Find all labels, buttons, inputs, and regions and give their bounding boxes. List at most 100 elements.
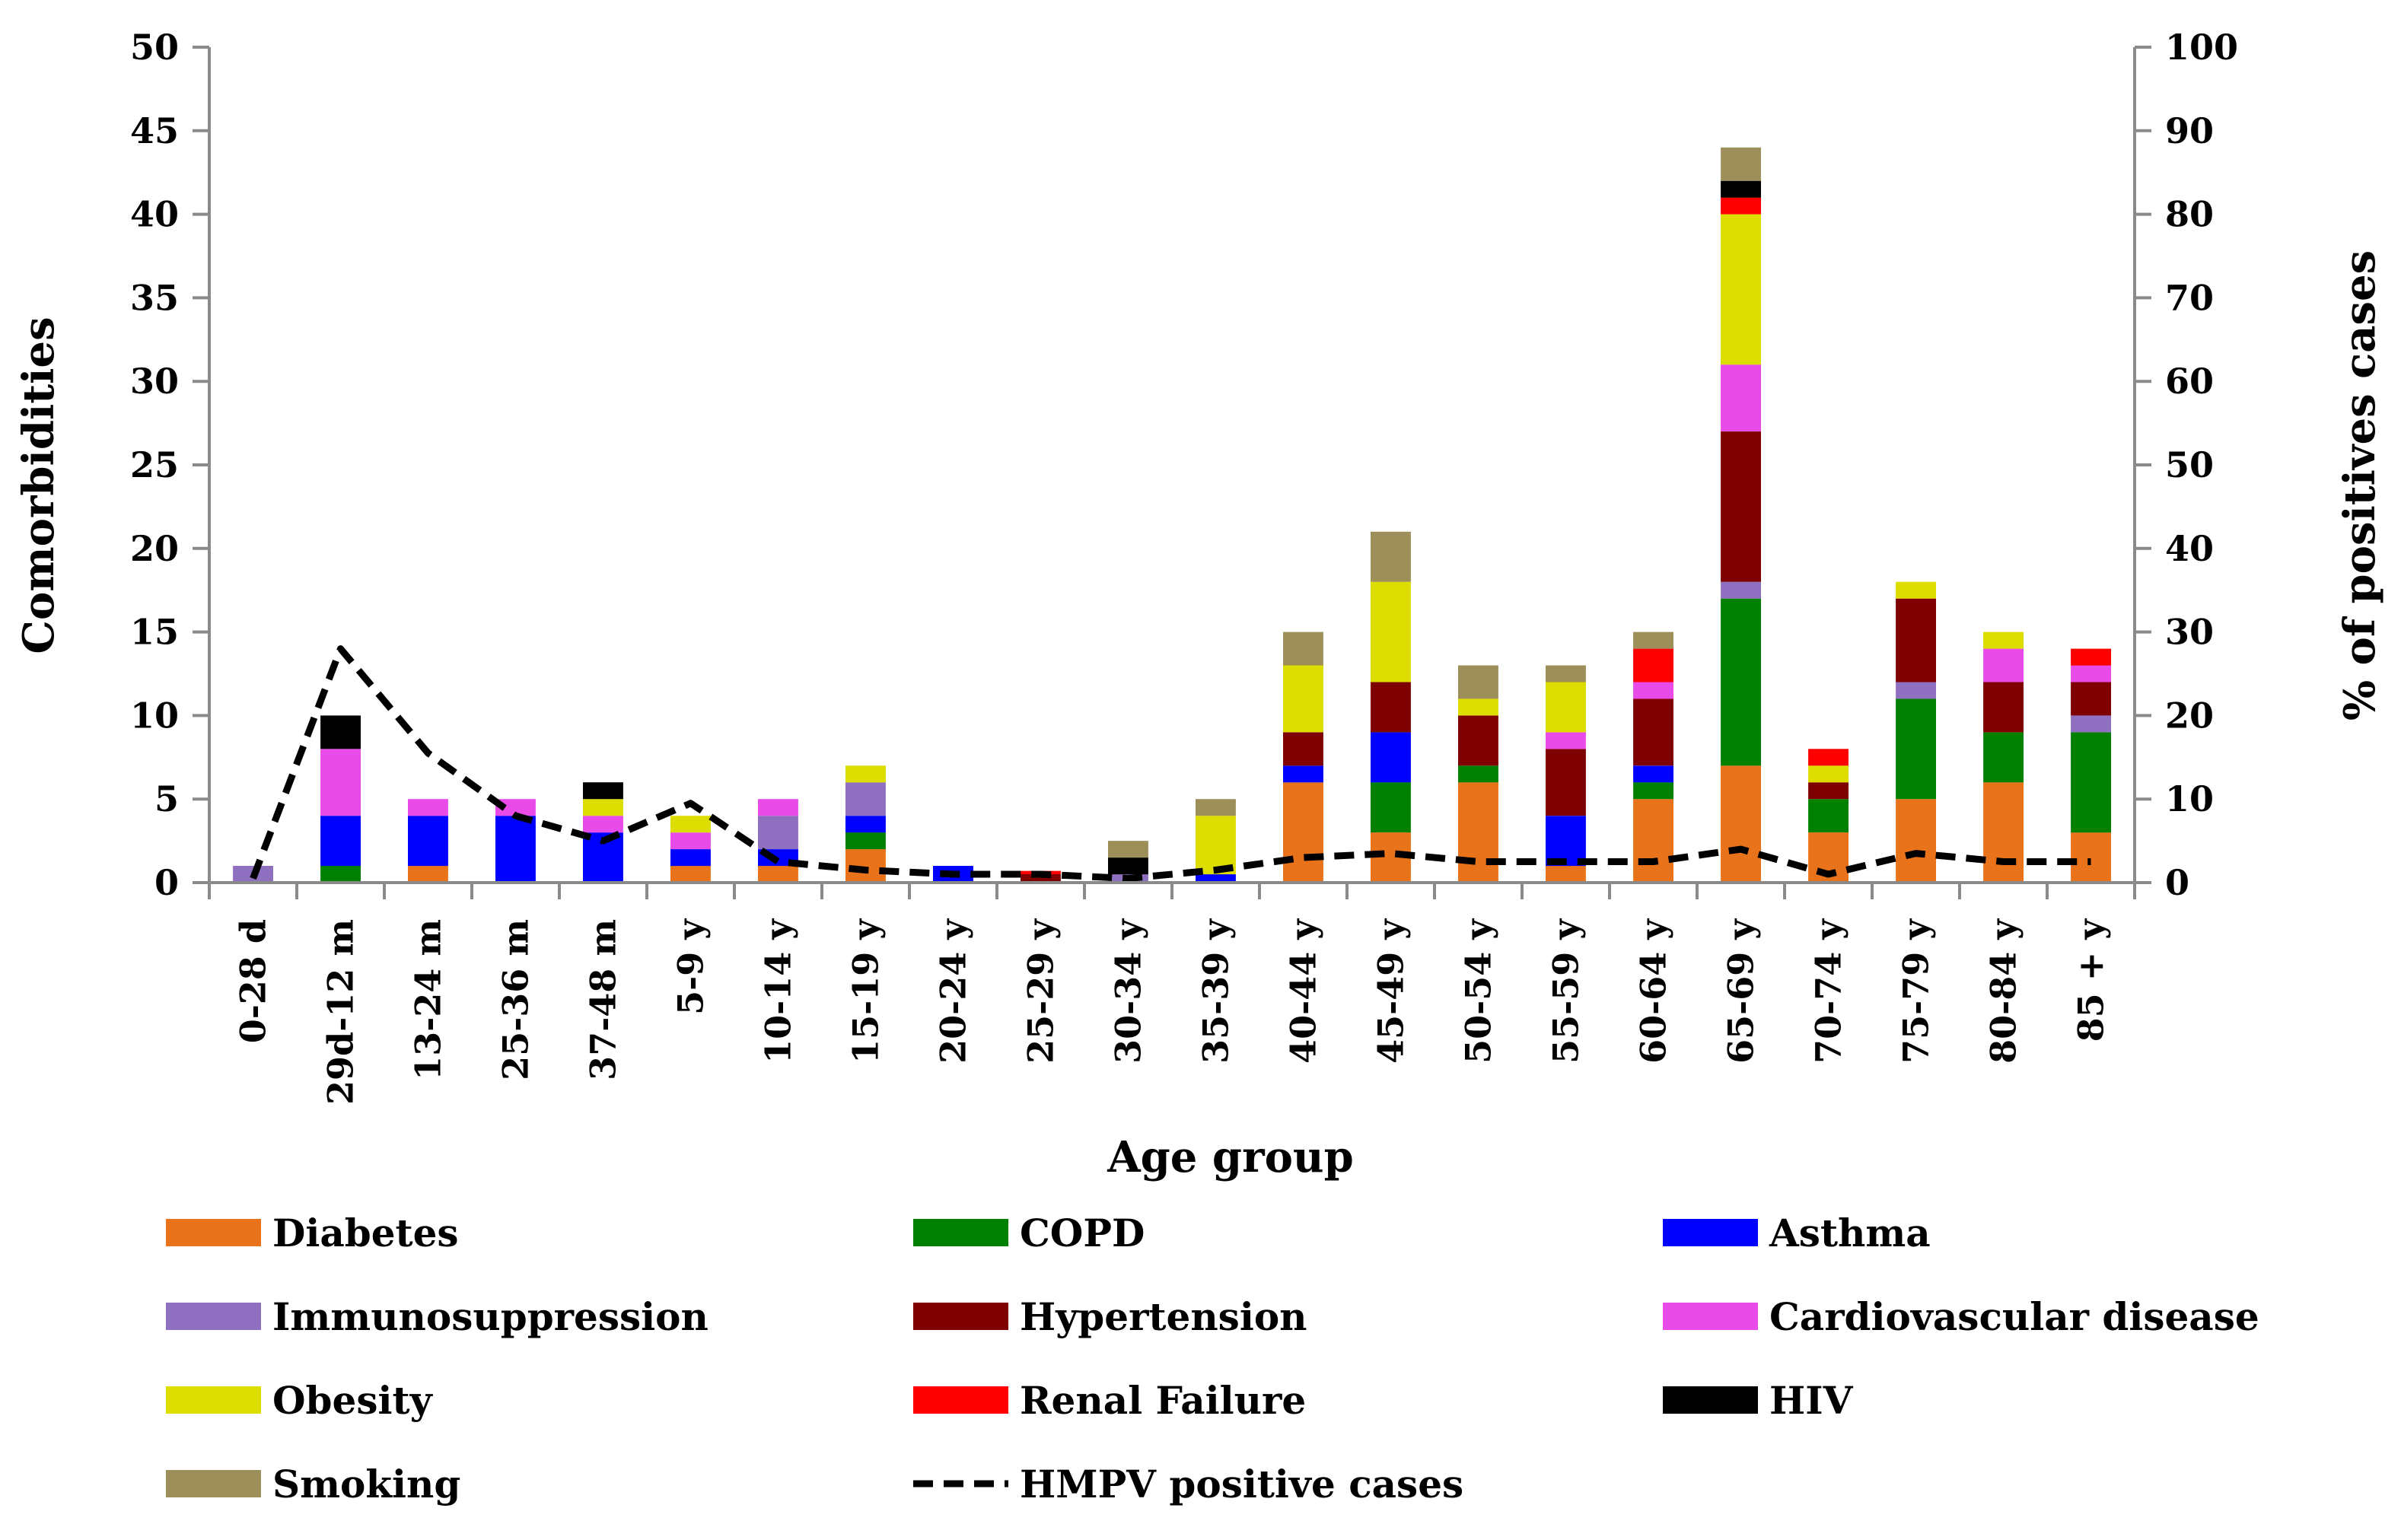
x-tick-label: 70-74 y <box>1808 918 1849 1064</box>
x-tick-label: 55-59 y <box>1546 918 1587 1064</box>
y2-tick-label: 10 <box>2165 778 2214 819</box>
bar-segment <box>320 715 361 749</box>
bars-layer <box>233 147 2111 883</box>
bar-segment <box>1721 364 1761 431</box>
x-tick-label: 75-79 y <box>1896 918 1937 1064</box>
legend-label: Diabetes <box>272 1211 459 1255</box>
y-tick-label: 10 <box>130 695 179 736</box>
y2-tick-label: 90 <box>2165 110 2214 151</box>
x-tick-label: 10-14 y <box>758 918 799 1064</box>
bar-segment <box>670 816 711 833</box>
bar-segment <box>1196 874 1236 883</box>
y2-tick-label: 0 <box>2165 862 2189 903</box>
bar-segment <box>1546 866 1586 883</box>
bar-segment <box>1458 782 1498 883</box>
bar-segment <box>1896 581 1936 599</box>
x-tick-label: 60-64 y <box>1633 918 1674 1064</box>
bar-segment <box>1983 782 2024 883</box>
bar-segment <box>1721 214 1761 365</box>
legend-label: HMPV positive cases <box>1020 1462 1463 1507</box>
bar-segment <box>670 832 711 850</box>
bar-segment <box>2071 832 2111 883</box>
bar-segment <box>1896 799 1936 883</box>
y-tick-label: 25 <box>130 444 179 485</box>
legend-swatch <box>913 1303 1008 1330</box>
legend-item: Immunosuppression <box>166 1294 709 1339</box>
bar-segment <box>1633 682 1673 699</box>
x-tick-label: 65-69 y <box>1721 918 1762 1064</box>
bar-segment <box>1721 197 1761 215</box>
bar-segment <box>1371 682 1411 733</box>
legend-swatch <box>166 1303 261 1330</box>
bar-segment <box>1808 799 1849 833</box>
y2-tick-label: 80 <box>2165 194 2214 235</box>
legend-label: Obesity <box>272 1378 434 1423</box>
bar-segment <box>583 782 623 800</box>
bar-segment <box>758 799 798 816</box>
legend-item: Obesity <box>166 1378 434 1423</box>
legend: Diabetes COPD Asthma Immunosuppression Hyper… <box>166 1211 2259 1507</box>
x-tick-label: 0-28 d <box>233 919 274 1043</box>
x-tick-label: 20-24 y <box>933 918 974 1064</box>
y2-tick-label: 30 <box>2165 612 2214 653</box>
legend-item: HMPV positive cases <box>913 1462 1463 1507</box>
bar-segment <box>1196 816 1236 875</box>
y2-tick-label: 40 <box>2165 528 2214 569</box>
bar-segment <box>845 765 886 783</box>
bar-segment <box>2071 732 2111 833</box>
x-tick-label: 13-24 m <box>408 919 449 1080</box>
bar-segment <box>1371 531 1411 582</box>
x-tick-label: 85 + y <box>2071 918 2112 1042</box>
legend-swatch <box>166 1386 261 1414</box>
legend-item: COPD <box>913 1211 1145 1255</box>
bar-segment <box>1896 698 1936 800</box>
y2-tick-label: 60 <box>2165 361 2214 402</box>
y-tick-label: 20 <box>130 528 179 569</box>
bar-segment <box>408 799 448 816</box>
legend-swatch <box>913 1386 1008 1414</box>
bar-segment <box>1721 581 1761 599</box>
x-tick-label: 29d-12 m <box>320 919 361 1105</box>
bar-segment <box>1546 816 1586 867</box>
bar-segment <box>1633 799 1673 883</box>
bar-segment <box>1983 682 2024 733</box>
bar-segment <box>495 799 536 816</box>
y-tick-label: 40 <box>130 194 179 235</box>
x-tick-label: 45-49 y <box>1371 918 1412 1064</box>
x-axis-title: Age group <box>1107 1132 1354 1182</box>
bar-segment <box>845 816 886 833</box>
bar-segment <box>1896 598 1936 682</box>
legend-swatch <box>166 1470 261 1497</box>
y-axis-title: Comorbidities <box>14 317 64 654</box>
bar-segment <box>670 849 711 867</box>
bar-segment <box>758 866 798 883</box>
bar-segment <box>1633 698 1673 766</box>
legend-item: HIV <box>1663 1378 1854 1423</box>
bar-segment <box>1458 665 1498 699</box>
bar-segment <box>1196 799 1236 816</box>
bar-segment <box>495 816 536 883</box>
legend-item: Asthma <box>1663 1211 1931 1255</box>
bar-segment <box>670 866 711 883</box>
bar-segment <box>1546 749 1586 816</box>
bar-segment <box>1721 765 1761 883</box>
legend-item: Renal Failure <box>913 1378 1306 1423</box>
x-tick-label: 30-34 y <box>1108 918 1149 1064</box>
y2-tick-label: 50 <box>2165 444 2214 485</box>
bar-segment <box>1283 665 1323 733</box>
y-tick-label: 30 <box>130 361 179 402</box>
bar-segment <box>1721 147 1761 181</box>
x-tick-label: 50-54 y <box>1458 918 1499 1064</box>
x-tick-label: 25-36 m <box>495 919 537 1080</box>
bar-segment <box>1808 765 1849 783</box>
bar-segment <box>1808 782 1849 800</box>
bar-segment <box>1633 765 1673 783</box>
bar-segment <box>1458 715 1498 766</box>
x-tick-label: 35-39 y <box>1196 918 1237 1064</box>
y2-axis-title: % of positives cases <box>2335 250 2385 721</box>
bar-segment <box>1283 632 1323 666</box>
legend-swatch <box>1663 1219 1758 1246</box>
bar-segment <box>1283 732 1323 766</box>
